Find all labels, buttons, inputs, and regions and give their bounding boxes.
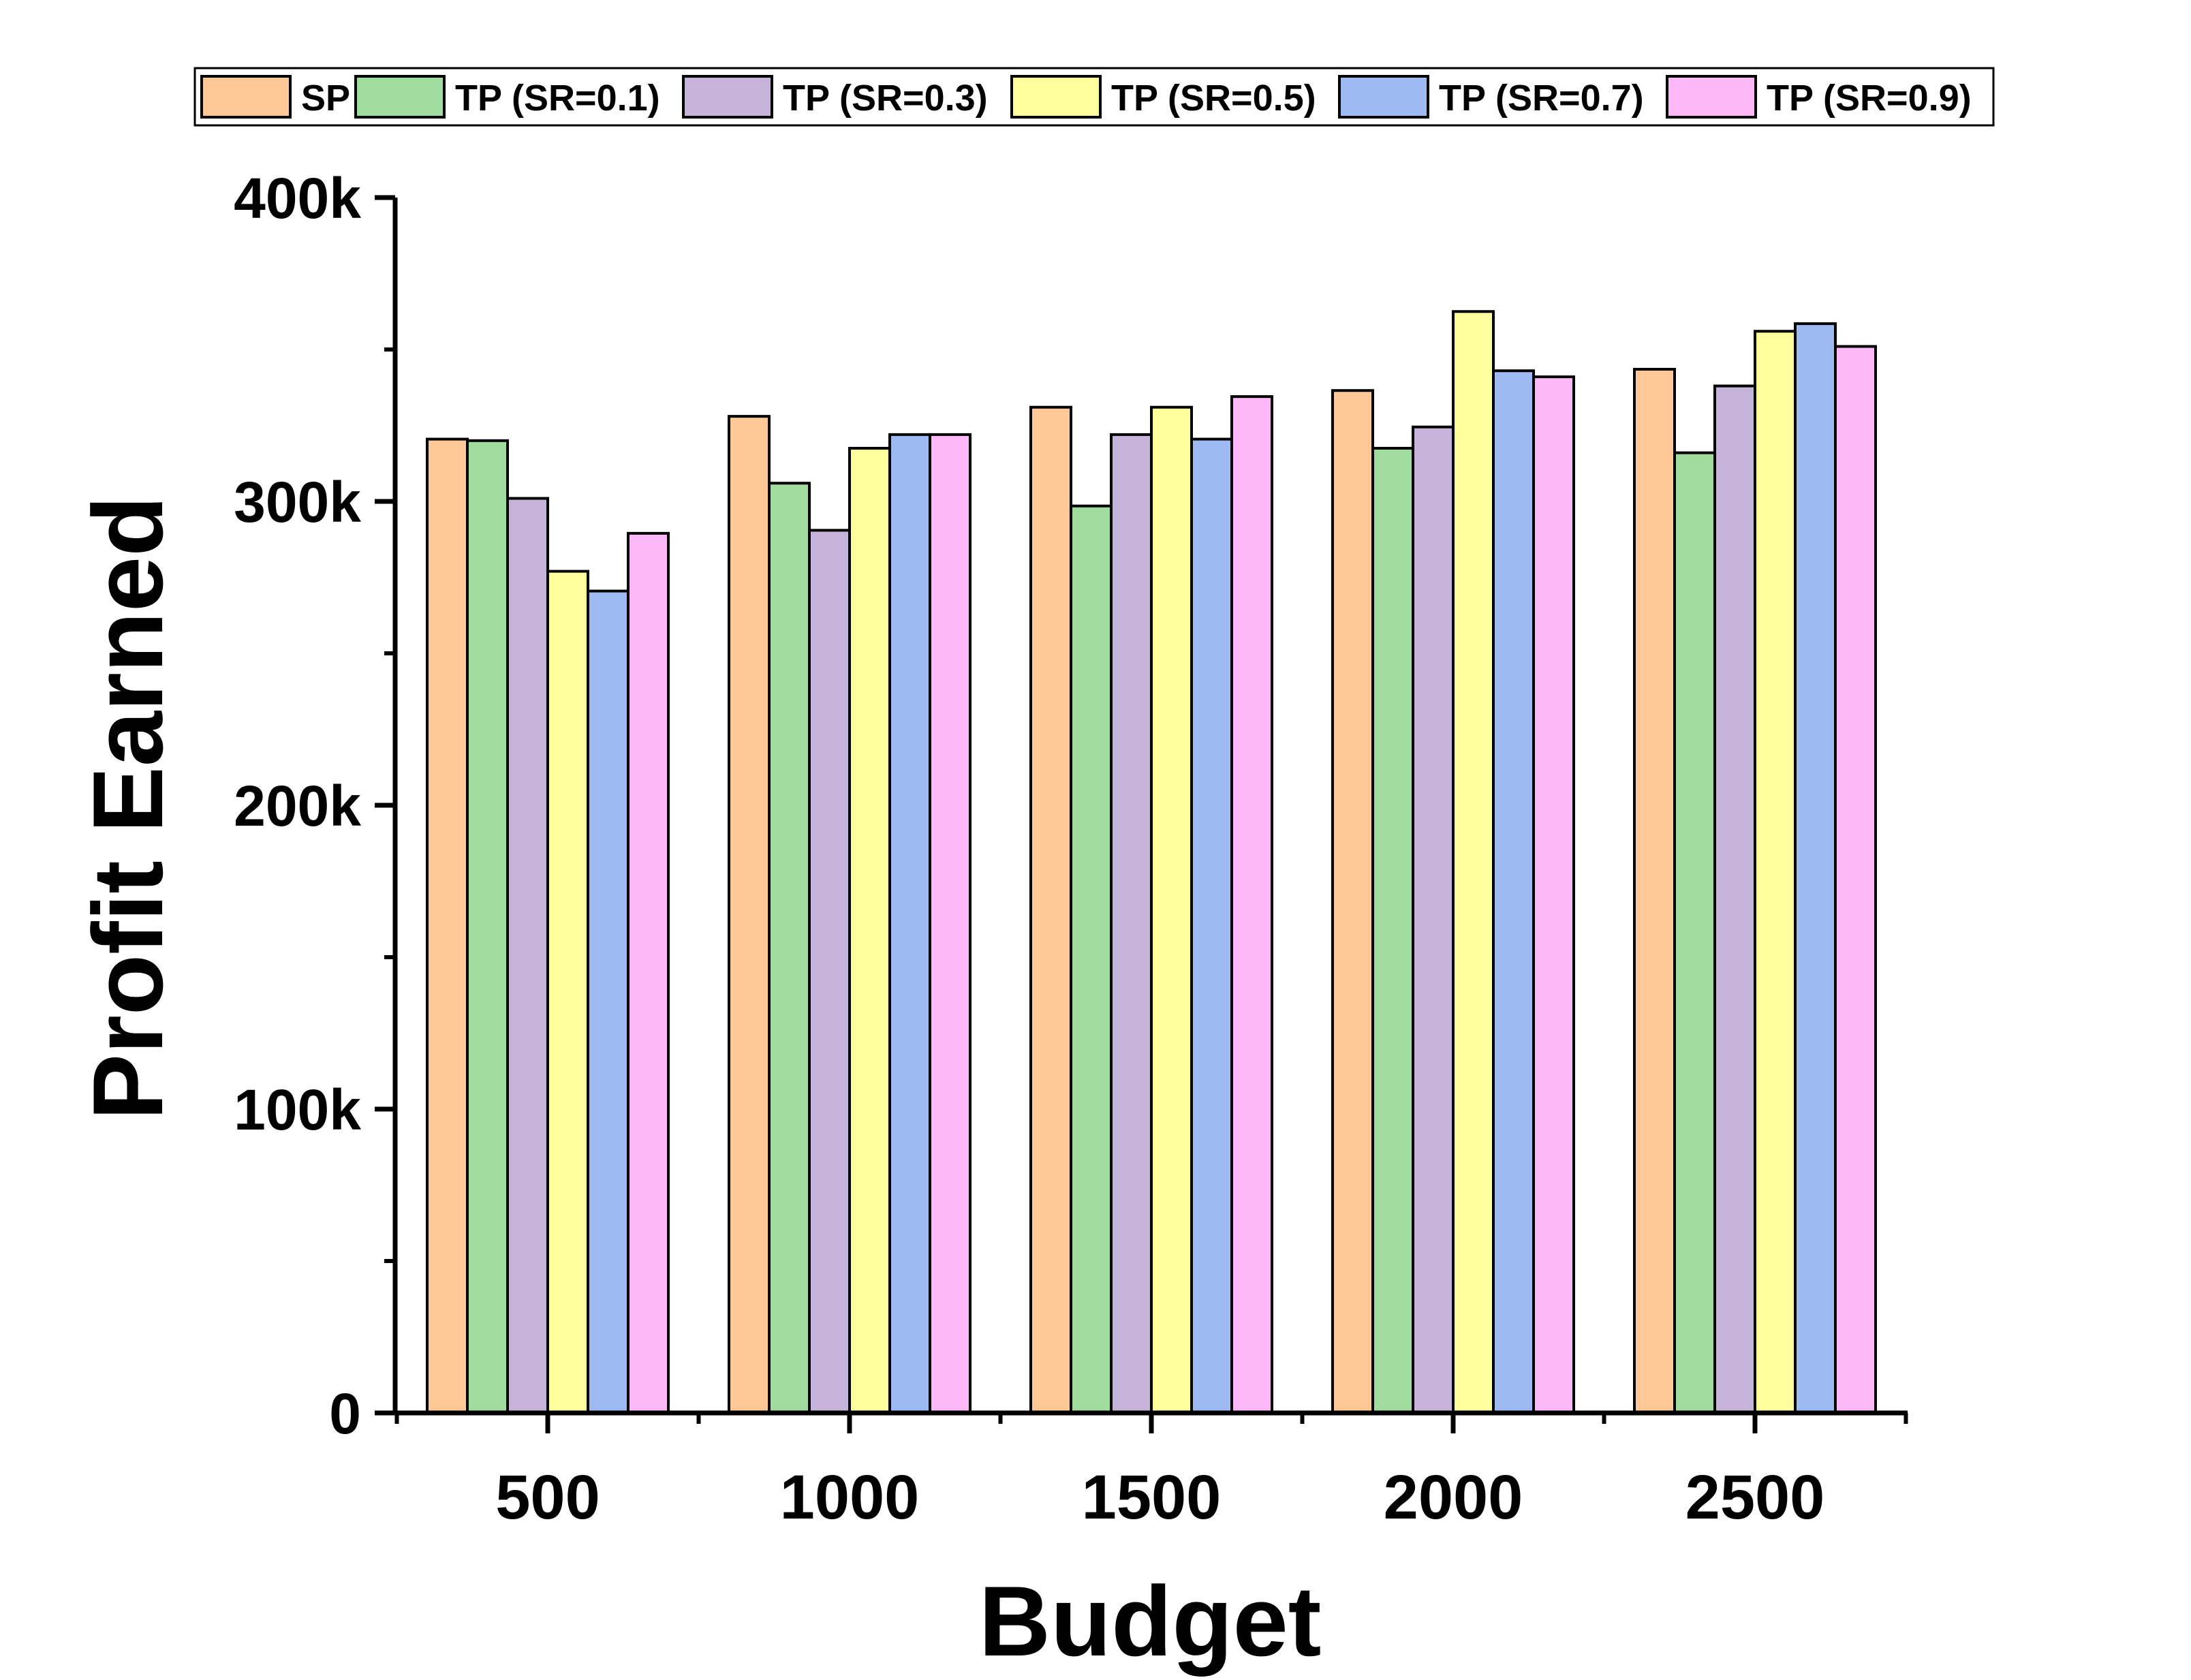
- bar-tp-sr-0-7-1500: [1190, 437, 1233, 1415]
- y-tick-label: 300k: [234, 470, 361, 534]
- x-tick-label: 1500: [1082, 1463, 1222, 1532]
- bar-tp-sr-0-3-2500: [1713, 384, 1756, 1414]
- bar-tp-sr-0-9-2500: [1834, 345, 1877, 1414]
- bar-tp-sr-0-7-500: [587, 589, 630, 1415]
- y-axis-title: Profit Earned: [72, 496, 183, 1121]
- bar-tp-sr-0-3-2000: [1412, 425, 1455, 1414]
- bar-tp-sr-0-9-2000: [1532, 375, 1575, 1414]
- bar-sp-500: [426, 437, 469, 1415]
- y-tick-label: 0: [329, 1382, 361, 1446]
- bar-tp-sr-0-1-2000: [1371, 446, 1414, 1415]
- y-tick-label: 200k: [234, 774, 361, 838]
- x-tick-label: 2500: [1685, 1463, 1825, 1532]
- legend-label: TP (SR=0.9): [1767, 78, 1972, 119]
- x-tick-label: 1000: [780, 1463, 920, 1532]
- bar-tp-sr-0-5-1500: [1150, 405, 1193, 1414]
- legend-swatch: [200, 75, 292, 119]
- bar-tp-sr-0-5-2000: [1452, 310, 1495, 1414]
- bar-tp-sr-0-1-500: [466, 439, 509, 1414]
- legend-swatch: [1666, 75, 1757, 119]
- x-tick-label: 2000: [1384, 1463, 1523, 1532]
- bar-tp-sr-0-9-500: [627, 531, 670, 1415]
- bar-tp-sr-0-9-1500: [1230, 395, 1273, 1414]
- legend-swatch: [682, 75, 773, 119]
- x-axis-title: Budget: [979, 1566, 1322, 1677]
- legend-label: TP (SR=0.5): [1111, 78, 1316, 119]
- bar-tp-sr-0-1-2500: [1673, 451, 1716, 1414]
- bar-sp-1000: [728, 415, 771, 1414]
- x-tick-label: 500: [495, 1463, 600, 1532]
- legend: SP TP (SR=0.1) TP (SR=0.3) TP (SR=0.5) TP (S…: [193, 67, 1995, 127]
- bar-sp-2000: [1331, 389, 1374, 1415]
- legend-swatch: [1338, 75, 1429, 119]
- y-tick-label: 400k: [234, 166, 361, 230]
- legend-swatch: [1010, 75, 1102, 119]
- legend-label: TP (SR=0.3): [783, 78, 988, 119]
- bar-tp-sr-0-5-1000: [848, 446, 891, 1415]
- bar-tp-sr-0-5-2500: [1754, 330, 1797, 1414]
- legend-label: SP: [301, 78, 350, 119]
- bar-tp-sr-0-7-2000: [1492, 369, 1535, 1414]
- bar-tp-sr-0-3-1500: [1110, 433, 1153, 1414]
- legend-label: TP (SR=0.1): [455, 78, 660, 119]
- bar-sp-2500: [1633, 367, 1676, 1414]
- legend-label: TP (SR=0.7): [1439, 78, 1644, 119]
- bar-tp-sr-0-1-1000: [768, 482, 811, 1414]
- bar-sp-1500: [1029, 405, 1072, 1414]
- bar-tp-sr-0-1-1500: [1070, 504, 1113, 1415]
- bar-tp-sr-0-5-500: [546, 570, 589, 1415]
- bar-tp-sr-0-3-1000: [808, 529, 851, 1414]
- bar-tp-sr-0-3-500: [506, 497, 549, 1414]
- bar-tp-sr-0-7-2500: [1794, 322, 1837, 1415]
- bars: [426, 310, 1877, 1415]
- y-tick-label: 100k: [234, 1078, 361, 1142]
- bar-tp-sr-0-7-1000: [888, 433, 931, 1414]
- bar-tp-sr-0-9-1000: [929, 433, 972, 1414]
- axes: 0 100k 200k 300k 400k 500 1000 1500 2000 2500: [234, 166, 1908, 1532]
- legend-swatch: [354, 75, 446, 119]
